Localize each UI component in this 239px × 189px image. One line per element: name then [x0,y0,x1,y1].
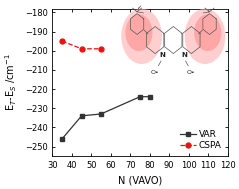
Y-axis label: E$_T$-E$_S$ /cm$^{-1}$: E$_T$-E$_S$ /cm$^{-1}$ [4,53,19,111]
Legend: VAR, CSPA: VAR, CSPA [178,128,223,152]
X-axis label: N (VAVO): N (VAVO) [118,176,162,186]
